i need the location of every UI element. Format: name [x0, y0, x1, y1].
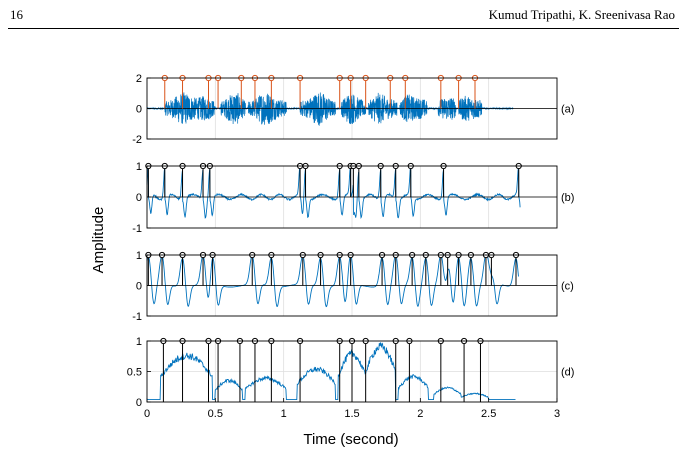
- y-tick-label: -2: [132, 134, 142, 146]
- y-tick-label: 0.5: [127, 367, 142, 379]
- y-axis-label: Amplitude: [90, 207, 107, 274]
- x-axis-ticks: 0 0.5 1 1.5 2 2.5 3: [144, 398, 560, 420]
- x-tick-label: 3: [554, 408, 560, 420]
- x-tick-label: 1.5: [344, 408, 359, 420]
- y-tick-label: 0: [136, 281, 142, 293]
- header-rule: [8, 28, 679, 29]
- x-axis-label: Time (second): [303, 431, 398, 448]
- signal-line: [146, 254, 519, 308]
- x-tick-label: 2: [417, 408, 423, 420]
- panel-b: 1 0 -1 (b): [132, 161, 574, 235]
- y-tick-label: 1: [136, 250, 142, 262]
- x-tick-label: 0.5: [208, 408, 223, 420]
- y-tick-label: 2: [136, 73, 142, 85]
- y-tick-label: 1: [136, 336, 142, 348]
- x-tick-label: 1: [281, 408, 287, 420]
- panel-label: (a): [561, 104, 574, 116]
- panel-d: 1 0.5 0 (d): [127, 336, 575, 409]
- figure-panels: 2 0 -2 (a) 1 0 -1 (b) 1 0 -1 (c) 1 0.5 0 (d): [127, 73, 575, 409]
- running-head-authors: Kumud Tripathi, K. Sreenivasa Rao: [488, 7, 675, 22]
- page-header: 16 Kumud Tripathi, K. Sreenivasa Rao: [0, 0, 687, 32]
- panel-label: (b): [561, 192, 574, 204]
- y-tick-label: -1: [132, 223, 142, 235]
- y-tick-label: 1: [136, 161, 142, 173]
- signal-line: [147, 342, 516, 401]
- page-number: 16: [10, 7, 23, 22]
- signal-line: [146, 165, 521, 220]
- panel-c: 1 0 -1 (c): [132, 250, 574, 323]
- y-tick-label: 0: [136, 104, 142, 116]
- y-tick-label: 0: [136, 397, 142, 409]
- panel-label: (d): [561, 367, 574, 379]
- panel-a: 2 0 -2 (a): [132, 73, 574, 146]
- panel-label: (c): [561, 281, 574, 293]
- y-tick-label: -1: [132, 311, 142, 323]
- x-tick-label: 0: [144, 408, 150, 420]
- y-tick-label: 0: [136, 192, 142, 204]
- x-tick-label: 2.5: [481, 408, 496, 420]
